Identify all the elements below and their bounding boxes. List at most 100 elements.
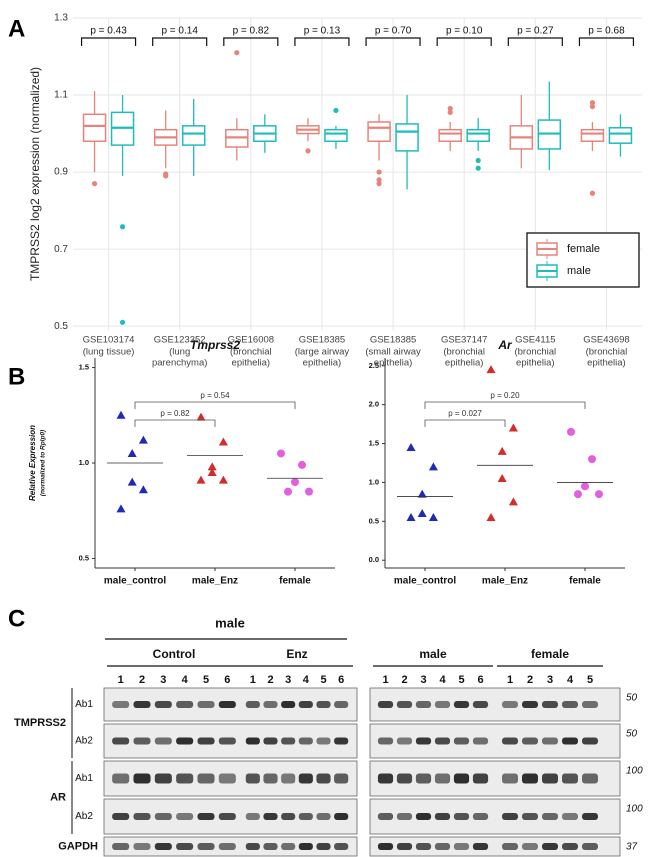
blot-band [396, 773, 413, 784]
blot-band [133, 843, 151, 850]
x-tick-label: GSE16008 [228, 335, 274, 346]
blot-band [434, 843, 451, 850]
blot-band [522, 737, 538, 745]
group-label: male [419, 647, 447, 661]
blot-band [133, 737, 151, 745]
point [406, 512, 416, 521]
blot-band [396, 843, 413, 850]
outlier [475, 165, 481, 171]
point [291, 478, 299, 487]
x-tick-label: female [569, 576, 601, 587]
x-tick-note: (small airway [365, 347, 421, 358]
blot-band [316, 701, 331, 708]
blot-band [197, 773, 215, 784]
lane-number: 2 [527, 674, 533, 686]
y-tick-label: 0.5 [369, 516, 379, 525]
point [218, 437, 228, 446]
blot-band [542, 813, 558, 820]
point [298, 460, 306, 469]
blot-band [112, 773, 130, 784]
blot-band [522, 773, 538, 784]
point [581, 482, 589, 491]
x-tick-label: GSE37147 [441, 335, 487, 346]
lane-number: 4 [182, 674, 189, 686]
outlier [305, 148, 311, 154]
blot-band [176, 737, 194, 745]
blot-band [316, 773, 331, 784]
blot-band [263, 737, 278, 745]
y-tick-label: 0.9 [54, 167, 68, 178]
outlier [376, 181, 382, 187]
blot-band [218, 701, 236, 708]
point [508, 423, 518, 432]
group-label: female [531, 647, 569, 661]
x-tick-note: epithelia) [303, 358, 342, 369]
protein-label: TMPRSS2 [14, 717, 66, 729]
blot-band [582, 737, 598, 745]
x-tick-note: (bronchial [514, 347, 556, 358]
outlier [119, 224, 126, 230]
blot-band [472, 773, 489, 784]
blot-band [197, 813, 215, 820]
blot-band [316, 737, 331, 745]
x-tick-label: GSE103174 [83, 335, 135, 346]
point [127, 477, 137, 486]
blot-band [245, 701, 260, 708]
point [486, 512, 496, 521]
point [138, 485, 148, 494]
p-bracket [152, 37, 208, 46]
blot-band [434, 813, 451, 820]
blot-band [434, 737, 451, 745]
point [595, 490, 603, 499]
blot-band [502, 737, 518, 745]
point [497, 474, 507, 483]
blot-band [377, 701, 394, 708]
blot-band [522, 701, 538, 708]
blot-band [154, 813, 172, 820]
box [367, 121, 391, 143]
p-bracket [507, 37, 563, 46]
blot-band [263, 813, 278, 820]
blot-band [542, 701, 558, 708]
panel-label: B [8, 363, 25, 390]
blot-band [502, 843, 518, 850]
blot-band [453, 701, 470, 708]
lane-number: 5 [203, 674, 209, 686]
comparison-bracket [424, 401, 586, 409]
y-tick-label: 1.5 [79, 363, 89, 372]
blot-band [377, 773, 394, 784]
x-tick-label: male_Enz [192, 576, 238, 587]
blot-band [415, 843, 432, 850]
lane-number: 3 [420, 674, 426, 686]
blot-band [542, 843, 558, 850]
blot-band [197, 737, 215, 745]
blot-band [281, 773, 296, 784]
p-bracket [223, 37, 279, 46]
comparison-label: p = 0.54 [200, 391, 230, 400]
x-tick-label: GSE123352 [154, 335, 206, 346]
blot-band [197, 701, 215, 708]
lane-number: 2 [139, 674, 145, 686]
blot-band [396, 701, 413, 708]
y-tick-label: 2.0 [369, 400, 379, 409]
panel-label: C [8, 605, 25, 632]
blot-band [133, 773, 151, 784]
p-value: p = 0.82 [233, 26, 270, 37]
p-value: p = 0.10 [446, 26, 483, 37]
blot-band [502, 813, 518, 820]
x-tick-label: GSE4115 [515, 335, 556, 346]
blot-band [472, 813, 489, 820]
p-value: p = 0.43 [90, 26, 127, 37]
x-tick-note: (bronchial [586, 347, 628, 358]
point [428, 462, 438, 471]
blot-band [582, 813, 598, 820]
lane-number: 5 [587, 674, 593, 686]
blot-band [298, 843, 313, 850]
point [417, 509, 427, 518]
outlier [234, 50, 240, 56]
p-bracket [365, 37, 421, 46]
p-bracket [578, 37, 635, 46]
blot-band [176, 701, 194, 708]
lane-number: 3 [285, 674, 291, 686]
panel-label: A [8, 15, 25, 42]
